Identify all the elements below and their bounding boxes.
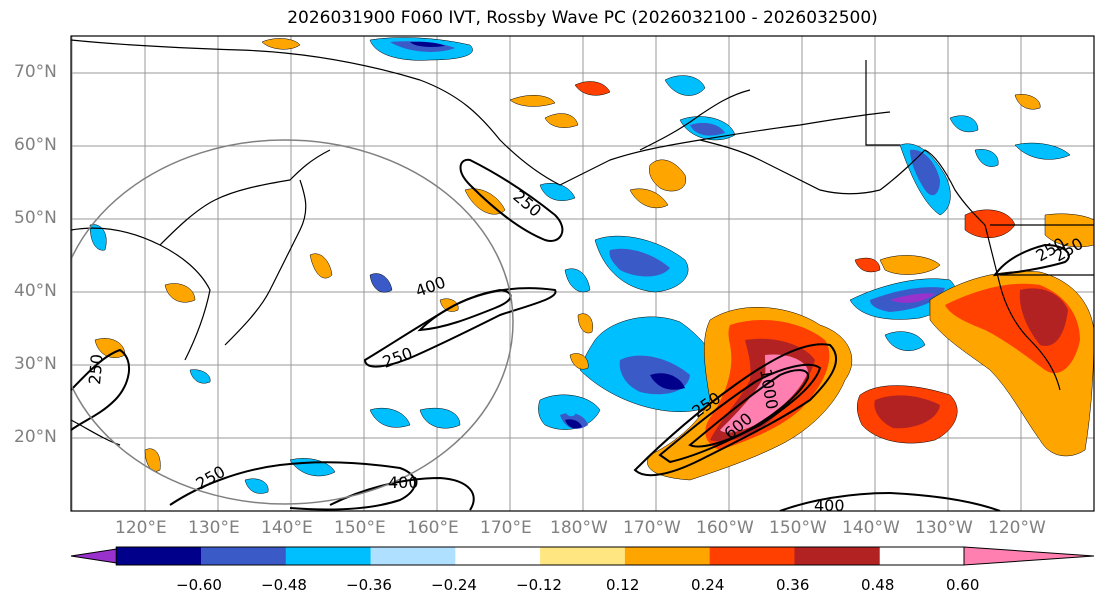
contour-label: 400: [814, 496, 845, 515]
lon-label-140w: 140°W: [842, 518, 900, 538]
lon-label-150e: 150°E: [334, 518, 386, 538]
lon-label-130e: 130°E: [188, 518, 240, 538]
colorbar-segment: [455, 547, 541, 565]
lon-label-170w: 170°W: [623, 518, 681, 538]
colorbar-extend-max: [963, 546, 1095, 566]
lon-label-180w: 180°W: [550, 518, 608, 538]
lon-label-150w: 150°W: [769, 518, 827, 538]
lon-label-170e: 170°E: [480, 518, 532, 538]
graticule: [71, 36, 1094, 511]
colorbar-tick: 0.24: [691, 576, 725, 594]
lon-label-130w: 130°W: [915, 518, 973, 538]
colorbar-tick: 0.48: [861, 576, 895, 594]
lat-label-20: 20°N: [14, 427, 57, 447]
colorbar-segment: [540, 547, 626, 565]
colorbar-segment: [709, 547, 795, 565]
colorbar-tick: 0.36: [776, 576, 810, 594]
lat-label-30: 30°N: [14, 354, 57, 374]
contour-label: 250: [85, 353, 107, 385]
lon-label-160w: 160°W: [696, 518, 754, 538]
colorbar-tick: −0.36: [346, 576, 392, 594]
colorbar-tick: 0.60: [946, 576, 980, 594]
lat-label-70: 70°N: [14, 62, 57, 82]
colorbar-segment: [370, 547, 456, 565]
anomaly-patches: [89, 37, 1094, 494]
lat-label-50: 50°N: [14, 208, 57, 228]
colorbar-tick: 0.12: [606, 576, 640, 594]
colorbar-segment: [624, 547, 711, 565]
coastlines: [71, 39, 1094, 446]
lon-label-140e: 140°E: [261, 518, 313, 538]
map-title: 2026031900 F060 IVT, Rossby Wave PC (202…: [287, 8, 878, 28]
colorbar-segment: [116, 547, 202, 565]
ivt-contours: [71, 158, 1070, 511]
colorbar-segment: [794, 547, 880, 565]
colorbar-tick: −0.12: [516, 576, 562, 594]
radius-circle: [71, 139, 514, 505]
colorbar: [70, 546, 1095, 566]
colorbar-segment: [285, 547, 372, 565]
lon-label-120e: 120°E: [115, 518, 167, 538]
colorbar-tick: −0.48: [261, 576, 307, 594]
lat-label-40: 40°N: [14, 281, 57, 301]
lon-label-120w: 120°W: [988, 518, 1046, 538]
lon-label-160e: 160°E: [407, 518, 459, 538]
contour-label: 400: [388, 473, 419, 492]
colorbar-segment: [201, 547, 287, 565]
lat-label-60: 60°N: [14, 135, 57, 155]
map-frame: [70, 35, 1095, 512]
colorbar-tick: −0.60: [176, 576, 222, 594]
colorbar-tick: −0.24: [431, 576, 477, 594]
